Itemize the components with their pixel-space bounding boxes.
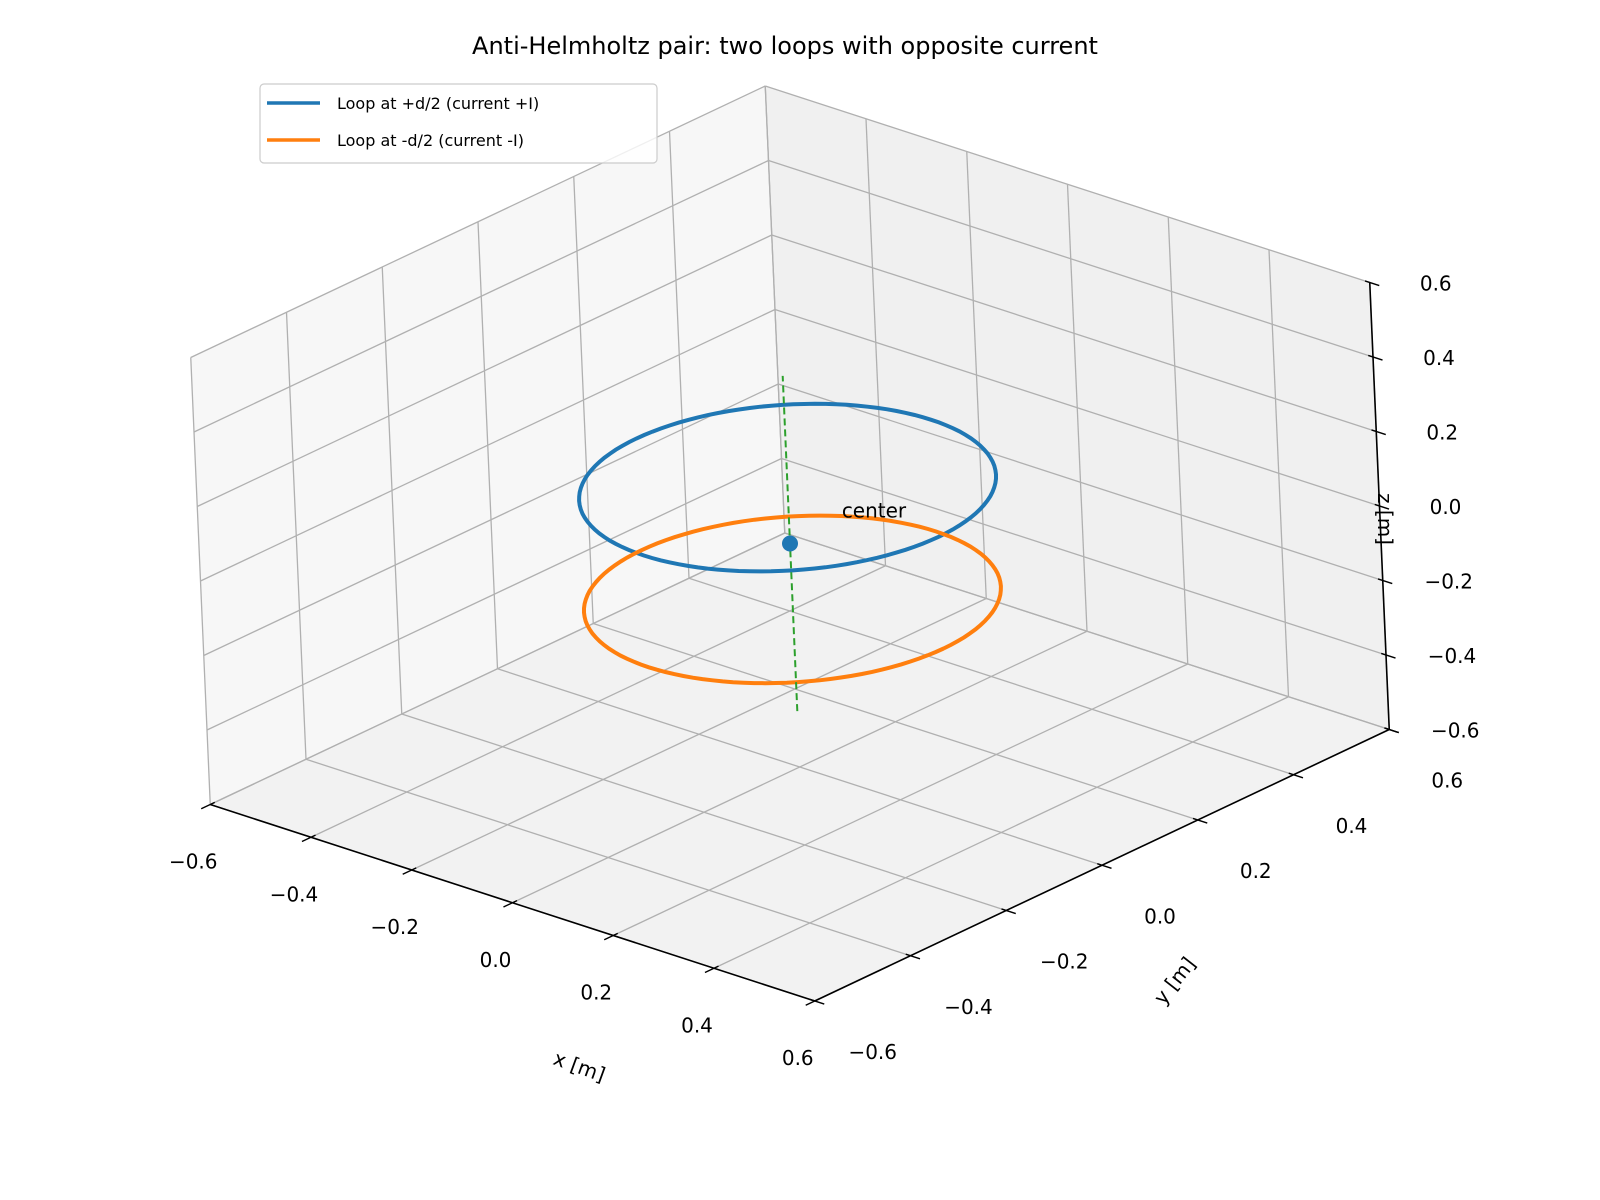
grid-lines [190, 85, 1390, 1002]
x-tick-label: 0.2 [580, 981, 612, 1005]
x-tick-label: 0.6 [782, 1046, 814, 1070]
y-tick-label: −0.4 [944, 995, 993, 1019]
y-tick-mark [1384, 727, 1399, 734]
x-tick-mark [805, 998, 820, 1006]
x-axis-label: x [m] [550, 1046, 608, 1087]
z-tick-label: 0.0 [1430, 495, 1462, 519]
grid-line-xwall-y [764, 85, 786, 534]
center-point [782, 535, 798, 552]
x-tick-mark [503, 899, 518, 908]
y-axis-label: y [m] [1149, 952, 1201, 1009]
loop-2 [582, 513, 1003, 686]
z-tick-label: 0.6 [1420, 272, 1452, 296]
grid-line-floor-y [688, 577, 1294, 776]
grid-line-ywall-z [765, 85, 1370, 284]
loop-1 [577, 401, 998, 574]
center-annotation: center [842, 499, 907, 523]
legend-entry-1: Loop at +d/2 (current +I) [337, 94, 539, 113]
z-tick-label: −0.2 [1424, 570, 1473, 594]
y-tick-label: −0.6 [848, 1040, 897, 1064]
label-layer: −0.6 −0.6 −0.6 −0.4 −0.4 −0.4 −0.2 −0.2 −0.2 0.0 0… [169, 272, 1480, 1071]
grid-line-floor-y [784, 532, 1390, 731]
z-tick-mark [1377, 578, 1393, 585]
z-tick-label: −0.4 [1428, 644, 1477, 668]
grid-line-xwall-z [190, 85, 766, 359]
x-tick-mark [402, 867, 417, 875]
y-tick-mark [1001, 908, 1016, 915]
x-tick-label: 0.0 [480, 948, 512, 972]
y-tick-label: 0.0 [1144, 904, 1176, 928]
x-tick-mark [704, 965, 719, 974]
y-tick-label: 0.4 [1336, 814, 1368, 838]
z-tick-mark [1374, 503, 1390, 510]
x-tick-mark [603, 932, 619, 941]
x-tick-label: 0.4 [681, 1013, 713, 1037]
y-tick-mark [1192, 817, 1208, 824]
z-axis-label: z [m] [1373, 493, 1397, 545]
z-tick-label: 0.4 [1423, 346, 1455, 370]
chart-title: Anti-Helmholtz pair: two loops with oppo… [472, 32, 1098, 60]
z-tick-mark [1368, 354, 1383, 361]
series-layer [577, 375, 1003, 712]
y-tick-label: 0.2 [1240, 859, 1272, 883]
x-tick-label: −0.4 [270, 882, 319, 906]
z-tick-mark [1371, 429, 1386, 436]
legend-entry-2: Loop at -d/2 (current -I) [337, 131, 524, 150]
y-tick-label: 0.6 [1431, 769, 1463, 793]
z-tick-label: 0.2 [1426, 421, 1458, 445]
z-tick-mark [1364, 280, 1380, 287]
y-tick-mark [905, 953, 921, 960]
y-tick-mark [809, 998, 825, 1005]
y-tick-mark [1097, 863, 1112, 870]
x-tick-label: −0.6 [169, 850, 218, 874]
tick-marks [200, 280, 1399, 1006]
y-tick-mark [1288, 772, 1304, 779]
x-tick-mark [301, 834, 316, 843]
z-tick-label: −0.6 [1431, 719, 1480, 743]
legend: Loop at +d/2 (current +I) Loop at -d/2 (… [259, 83, 658, 164]
z-tick-mark [1381, 652, 1396, 659]
x-tick-mark [200, 801, 216, 810]
grid-line-xwall-z [193, 159, 769, 433]
grid-line-ywall-z [768, 159, 1374, 358]
x-tick-label: −0.2 [370, 915, 419, 939]
y-tick-label: −0.2 [1040, 950, 1089, 974]
legend-box [259, 83, 658, 164]
